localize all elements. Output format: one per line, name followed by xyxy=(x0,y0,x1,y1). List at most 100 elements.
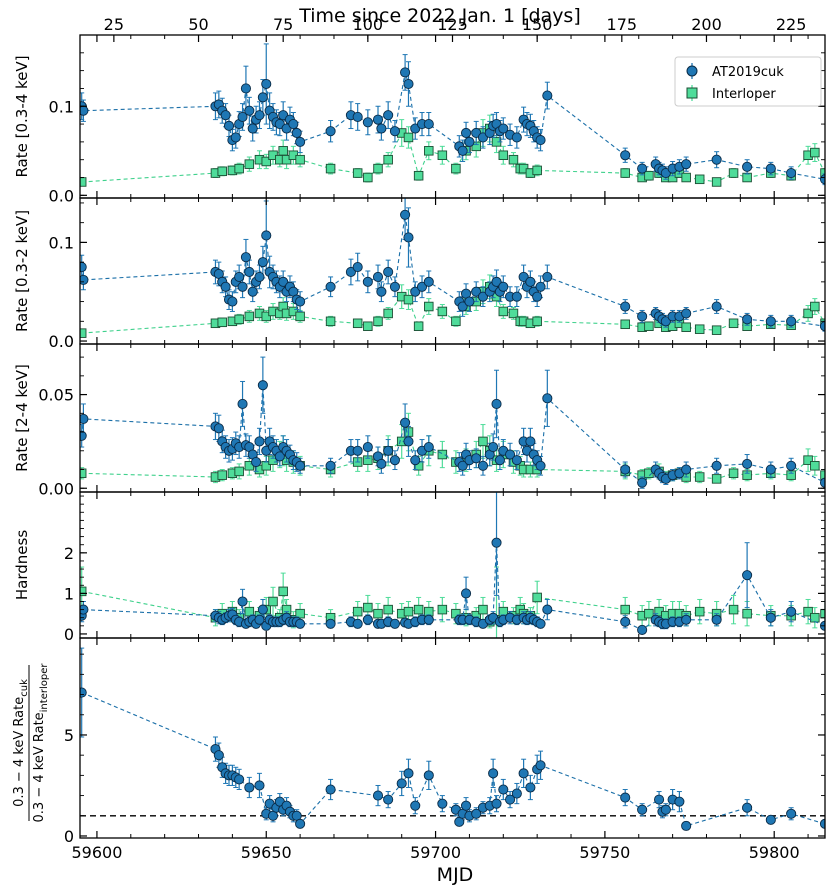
data-point xyxy=(477,291,489,302)
x-tick-label: 59650 xyxy=(241,843,292,862)
data-point xyxy=(620,319,630,330)
data-point xyxy=(80,413,89,424)
data-point xyxy=(542,271,553,282)
data-point xyxy=(765,316,776,327)
y-tick-label: 0.05 xyxy=(38,386,74,405)
y-tick-label: 5 xyxy=(64,726,74,745)
data-point xyxy=(261,311,272,322)
data-point xyxy=(80,586,87,597)
data-point xyxy=(223,120,235,131)
data-point xyxy=(237,596,248,607)
data-point xyxy=(681,172,691,183)
data-point xyxy=(383,445,394,456)
data-point xyxy=(535,135,546,146)
data-point xyxy=(511,291,522,302)
panel-data xyxy=(80,356,825,489)
data-point xyxy=(362,276,373,287)
data-point xyxy=(362,117,373,128)
data-point xyxy=(254,780,265,791)
data-point xyxy=(491,537,502,548)
data-point xyxy=(352,318,363,329)
data-point xyxy=(498,306,509,317)
data-point xyxy=(254,110,265,121)
data-point xyxy=(295,311,305,322)
data-point xyxy=(742,172,752,183)
data-point xyxy=(786,316,797,327)
data-point xyxy=(254,614,265,625)
data-point xyxy=(681,820,692,831)
data-point xyxy=(325,618,336,629)
data-point xyxy=(261,78,272,90)
data-point xyxy=(471,453,482,464)
data-point xyxy=(451,316,461,327)
data-point xyxy=(257,604,268,615)
top-tick-label: 200 xyxy=(691,15,722,34)
data-point xyxy=(786,808,797,819)
data-point xyxy=(234,163,244,174)
data-point xyxy=(403,78,414,90)
data-point xyxy=(620,604,630,615)
y-tick-label: 1 xyxy=(64,584,74,603)
data-point xyxy=(532,165,542,176)
data-point xyxy=(819,818,825,829)
series-at2019cuk xyxy=(80,492,825,635)
x-tick-label: 59800 xyxy=(749,843,800,862)
data-point xyxy=(251,456,262,468)
data-point xyxy=(234,271,245,282)
data-point xyxy=(488,441,499,453)
data-point xyxy=(803,606,813,617)
data-point xyxy=(352,618,363,629)
data-point xyxy=(217,470,227,480)
data-point xyxy=(681,159,692,170)
data-point xyxy=(491,798,502,809)
data-point xyxy=(244,782,255,793)
data-point xyxy=(728,318,739,329)
data-point xyxy=(274,451,285,462)
data-point xyxy=(464,296,475,307)
data-point xyxy=(257,257,268,268)
data-point xyxy=(711,154,722,165)
data-point xyxy=(820,168,825,178)
data-point xyxy=(742,458,753,469)
data-point xyxy=(372,271,384,282)
data-point xyxy=(518,271,529,282)
data-point xyxy=(620,150,631,161)
series-line xyxy=(81,385,825,484)
data-point xyxy=(288,119,299,130)
legend-box xyxy=(674,56,822,107)
y-tick-label: 0.00 xyxy=(38,479,74,498)
data-point xyxy=(383,154,393,165)
data-point xyxy=(295,296,306,307)
data-point xyxy=(403,294,414,305)
data-point xyxy=(383,308,393,319)
data-point xyxy=(637,163,648,174)
data-point xyxy=(234,774,245,785)
top-tick-label: 25 xyxy=(104,15,124,34)
data-point xyxy=(681,614,692,625)
data-point xyxy=(765,612,776,623)
data-point xyxy=(660,804,671,815)
data-point xyxy=(213,423,224,434)
data-point xyxy=(227,296,238,307)
legend-interloper-marker-icon xyxy=(686,87,698,99)
data-point xyxy=(644,170,654,181)
data-point xyxy=(234,314,244,325)
data-point xyxy=(460,127,472,139)
data-point xyxy=(413,321,424,331)
data-point xyxy=(532,291,543,302)
data-point xyxy=(460,800,472,811)
panel-data xyxy=(80,43,825,187)
series-at2019cuk xyxy=(80,198,825,332)
data-point xyxy=(511,788,522,799)
data-point xyxy=(383,794,394,805)
data-point xyxy=(498,123,509,134)
data-point xyxy=(352,445,363,456)
data-point xyxy=(437,306,448,317)
data-point xyxy=(711,460,722,471)
data-point xyxy=(532,316,542,327)
y-tick-label: 0.0 xyxy=(49,186,74,205)
data-point xyxy=(383,110,394,121)
data-point xyxy=(786,606,797,617)
